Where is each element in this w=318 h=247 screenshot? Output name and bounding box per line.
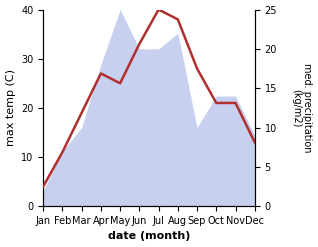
Y-axis label: max temp (C): max temp (C) [5, 69, 16, 146]
X-axis label: date (month): date (month) [108, 231, 190, 242]
Y-axis label: med. precipitation
(kg/m2): med. precipitation (kg/m2) [291, 63, 313, 153]
